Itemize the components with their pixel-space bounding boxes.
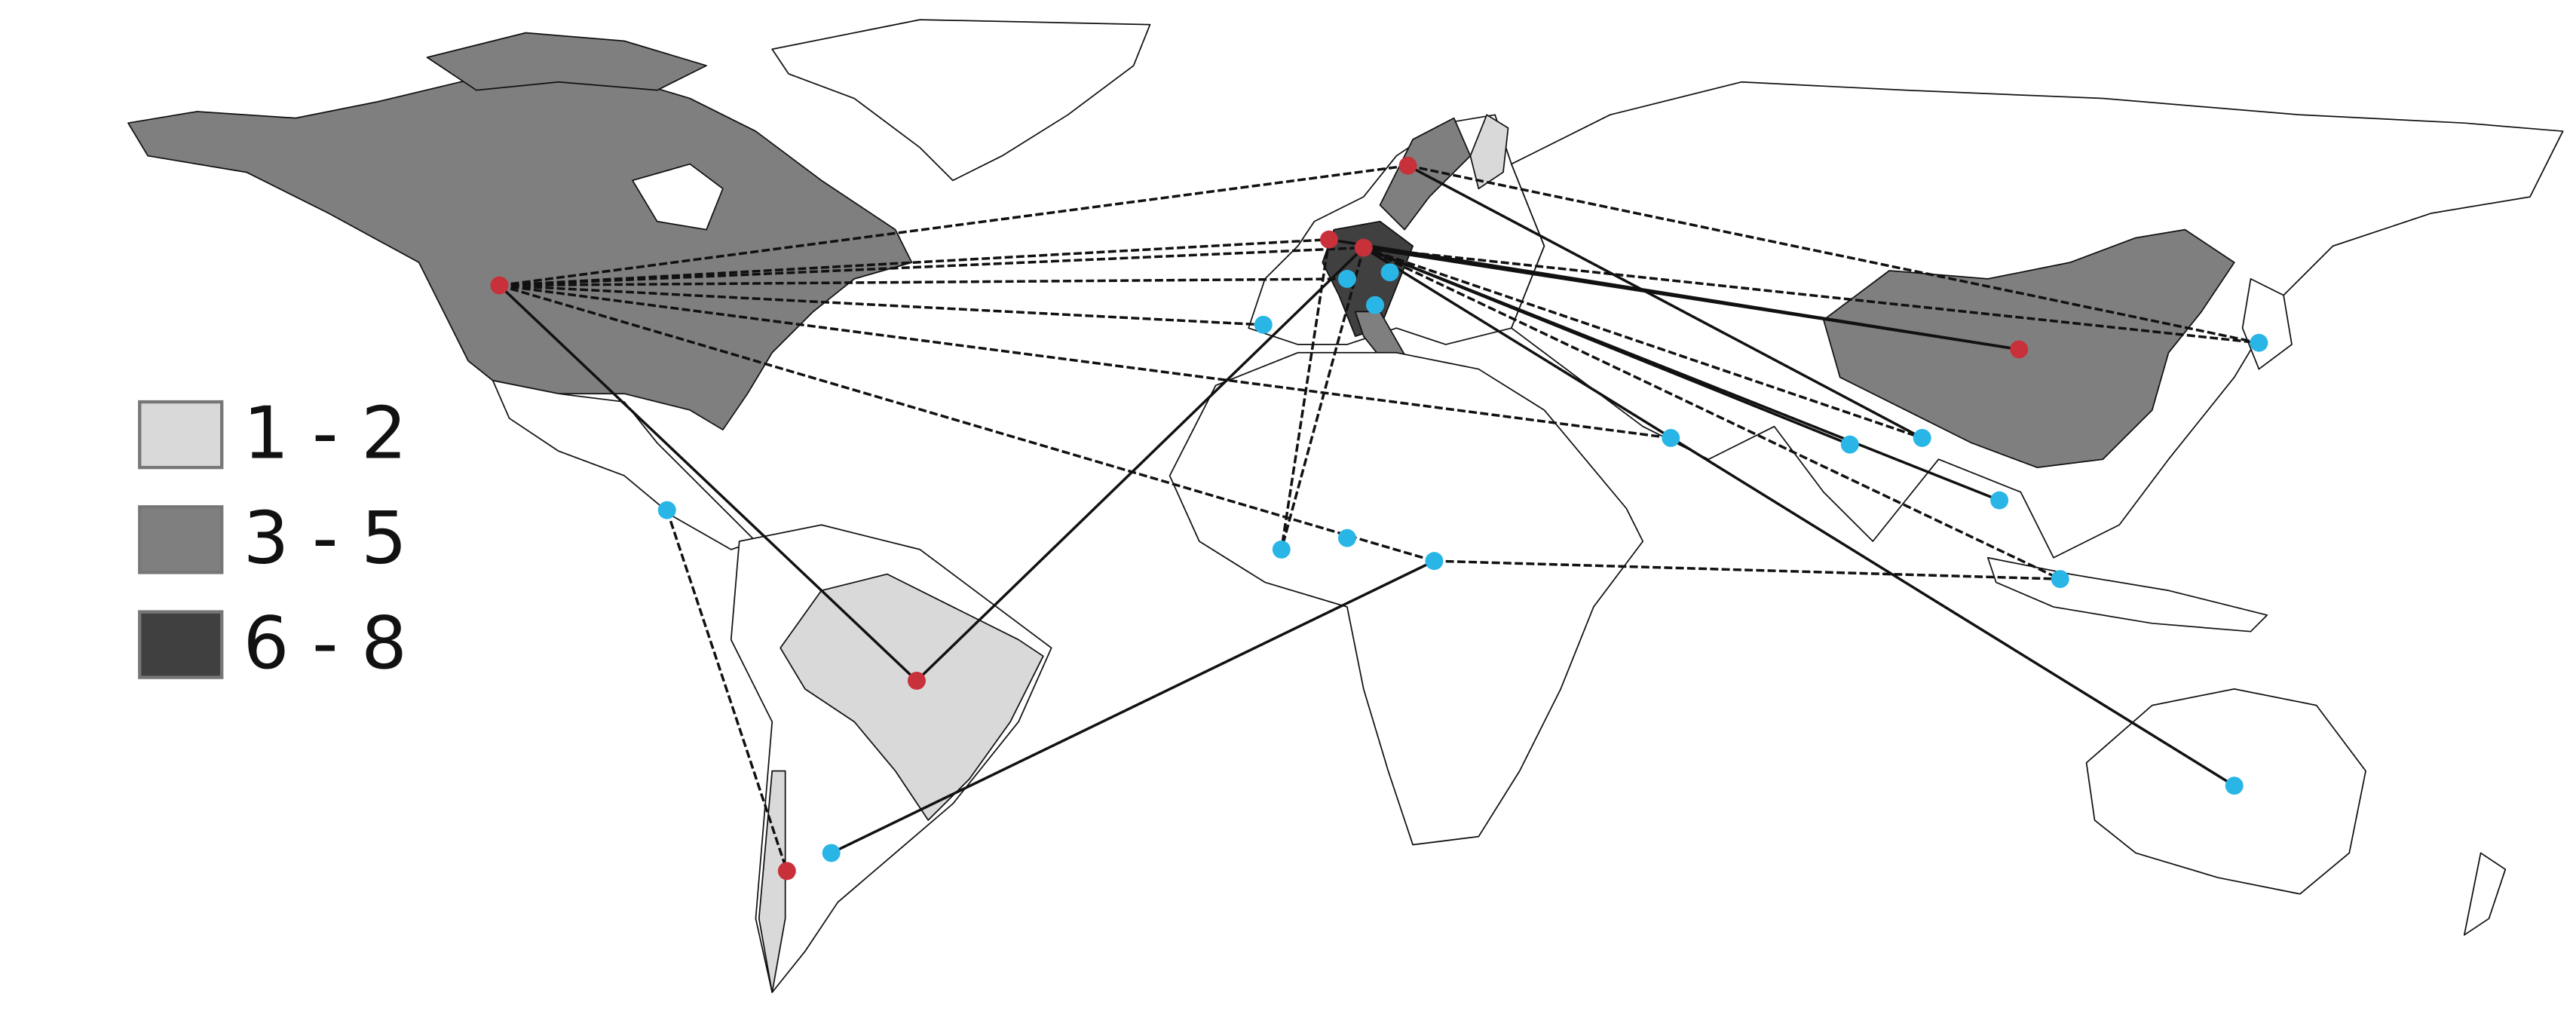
route <box>1363 246 1923 440</box>
blue-point <box>1913 428 1931 447</box>
route <box>915 247 1365 682</box>
blue-point <box>2250 333 2268 352</box>
blue-point <box>822 844 841 862</box>
blue-point <box>1662 428 1680 447</box>
route <box>1363 246 2000 502</box>
legend-label: 3 - 5 <box>244 496 408 580</box>
red-point <box>1398 156 1417 175</box>
route <box>499 283 1671 440</box>
legend-swatch <box>138 610 224 679</box>
points <box>490 156 2268 881</box>
route <box>499 164 1408 287</box>
blue-point <box>1425 552 1444 571</box>
legend-swatch <box>138 505 224 574</box>
route <box>498 283 1435 562</box>
route <box>830 559 1435 854</box>
route <box>1328 237 2020 351</box>
route <box>1362 247 2235 787</box>
legend-label: 6 - 8 <box>244 601 408 685</box>
chile <box>758 770 786 994</box>
brazil <box>780 573 1044 821</box>
legend-label: 1 - 2 <box>244 391 408 475</box>
blue-point <box>2051 570 2069 589</box>
route <box>499 246 1364 287</box>
africa <box>1169 351 1644 846</box>
legend: 1 - 2 3 - 5 6 - 8 <box>138 391 408 685</box>
blue-point <box>2225 777 2244 795</box>
legend-swatch <box>138 400 224 470</box>
route <box>499 277 1347 287</box>
route <box>499 283 1263 326</box>
blue-point <box>1380 263 1399 282</box>
blue-point <box>1840 435 1859 454</box>
blue-point <box>1990 491 2009 510</box>
australia <box>2085 688 2366 895</box>
china <box>1823 228 2235 468</box>
red-point <box>1354 238 1373 257</box>
route <box>1363 246 2259 345</box>
red-point <box>2010 340 2029 359</box>
blue-point <box>1337 269 1356 288</box>
red-point <box>777 862 796 881</box>
route <box>1280 239 1331 550</box>
route <box>1434 559 2060 580</box>
route <box>1280 247 1365 550</box>
route <box>1407 164 1923 440</box>
red-point <box>490 276 509 295</box>
route <box>499 237 1330 287</box>
greenland <box>771 19 1151 182</box>
finland <box>1469 114 1509 190</box>
blue-point <box>657 501 676 519</box>
route <box>666 510 789 871</box>
blue-point <box>1254 315 1273 334</box>
blue-point <box>1272 540 1291 559</box>
route <box>498 284 918 682</box>
blue-point <box>1337 528 1356 547</box>
red-point <box>908 671 926 690</box>
route <box>1362 246 2061 580</box>
route <box>1407 164 2259 345</box>
hudson-bay <box>632 163 724 231</box>
routes <box>498 164 2259 871</box>
new-zealand <box>2463 852 2507 936</box>
blue-point <box>1366 296 1384 314</box>
arctic-islands <box>426 32 707 91</box>
red-point <box>1319 230 1338 249</box>
